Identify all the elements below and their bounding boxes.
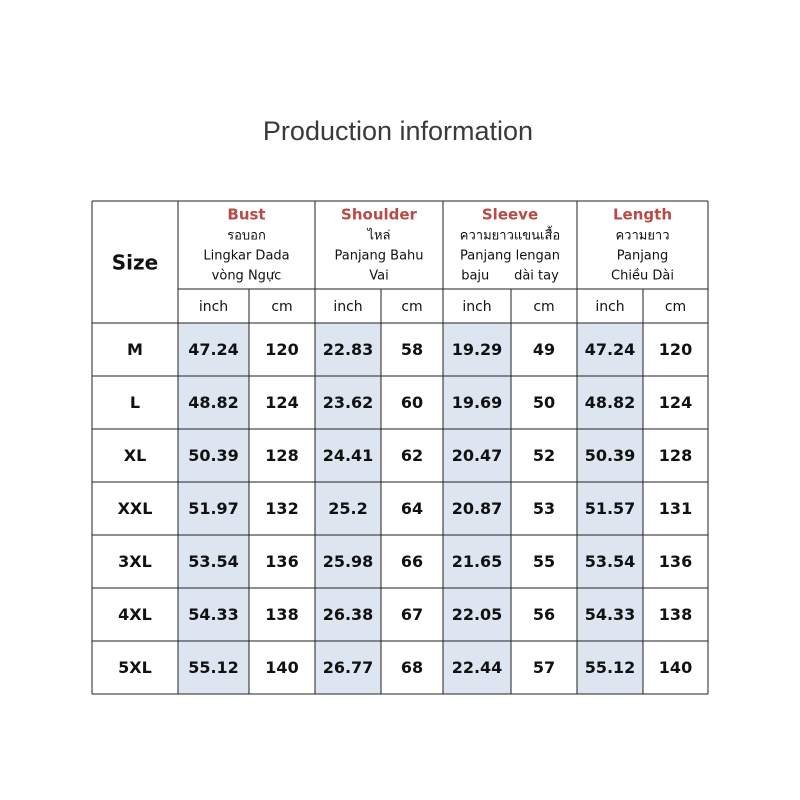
- size-cell: 5XL: [118, 658, 152, 677]
- value-cell: 50.39: [188, 446, 239, 465]
- cm-column-bg: [178, 323, 249, 694]
- group-subtitle: ความยาว: [615, 229, 669, 244]
- value-cell: 53: [533, 499, 555, 518]
- value-cell: 68: [401, 658, 423, 677]
- value-cell: 53.54: [585, 552, 636, 571]
- cm-column-bg: [315, 323, 381, 694]
- value-cell: 26.38: [323, 605, 374, 624]
- size-cell: XL: [124, 446, 147, 465]
- value-cell: 54.33: [188, 605, 239, 624]
- value-cell: 67: [401, 605, 423, 624]
- size-cell: L: [130, 393, 140, 412]
- group-subtitle: Panjang lengan: [460, 249, 560, 264]
- value-cell: 138: [659, 605, 692, 624]
- size-header: Size: [112, 251, 158, 275]
- group-subtitle: ไหล่: [366, 228, 390, 244]
- cm-column-bg: [577, 323, 643, 694]
- group-subtitle: Vai: [369, 269, 388, 284]
- value-cell: 24.41: [323, 446, 374, 465]
- group-name: Shoulder: [341, 206, 418, 224]
- group-subtitle: baju dài tay: [461, 269, 559, 284]
- value-cell: 60: [401, 393, 423, 412]
- group-name: Bust: [227, 206, 265, 224]
- value-cell: 50.39: [585, 446, 636, 465]
- value-cell: 55: [533, 552, 555, 571]
- value-cell: 25.98: [323, 552, 374, 571]
- value-cell: 57: [533, 658, 555, 677]
- value-cell: 52: [533, 446, 555, 465]
- value-cell: 50: [533, 393, 555, 412]
- group-subtitle: Chiều Dài: [611, 269, 674, 284]
- value-cell: 26.77: [323, 658, 374, 677]
- unit-label: inch: [462, 299, 491, 315]
- value-cell: 22.44: [452, 658, 503, 677]
- value-cell: 49: [533, 340, 555, 359]
- size-cell: XXL: [118, 499, 153, 518]
- group-subtitle: Panjang Bahu: [334, 249, 423, 264]
- group-subtitle: Lingkar Dada: [203, 249, 289, 264]
- group-subtitle: Panjang: [617, 249, 669, 264]
- value-cell: 53.54: [188, 552, 239, 571]
- unit-label: cm: [533, 299, 554, 315]
- value-cell: 51.97: [188, 499, 239, 518]
- value-cell: 136: [659, 552, 692, 571]
- value-cell: 20.87: [452, 499, 503, 518]
- value-cell: 21.65: [452, 552, 503, 571]
- value-cell: 19.69: [452, 393, 503, 412]
- value-cell: 48.82: [585, 393, 636, 412]
- value-cell: 128: [265, 446, 298, 465]
- value-cell: 124: [265, 393, 298, 412]
- value-cell: 64: [401, 499, 423, 518]
- value-cell: 136: [265, 552, 298, 571]
- value-cell: 23.62: [323, 393, 374, 412]
- value-cell: 54.33: [585, 605, 636, 624]
- value-cell: 62: [401, 446, 423, 465]
- group-name: Length: [613, 206, 672, 224]
- group-name: Sleeve: [482, 206, 538, 224]
- size-cell: M: [127, 340, 143, 359]
- value-cell: 55.12: [585, 658, 636, 677]
- group-subtitle: ความยาวแขนเสื้อ: [460, 226, 560, 244]
- unit-label: inch: [199, 299, 228, 315]
- value-cell: 132: [265, 499, 298, 518]
- value-cell: 22.05: [452, 605, 503, 624]
- value-cell: 25.2: [328, 499, 367, 518]
- value-cell: 140: [265, 658, 298, 677]
- value-cell: 51.57: [585, 499, 636, 518]
- value-cell: 47.24: [188, 340, 239, 359]
- group-subtitle: รอบอก: [227, 229, 266, 244]
- value-cell: 20.47: [452, 446, 503, 465]
- size-cell: 4XL: [118, 605, 152, 624]
- value-cell: 120: [659, 340, 692, 359]
- page-title: Production information: [263, 116, 533, 146]
- value-cell: 48.82: [188, 393, 239, 412]
- value-cell: 66: [401, 552, 423, 571]
- value-cell: 128: [659, 446, 692, 465]
- size-cell: 3XL: [118, 552, 152, 571]
- value-cell: 56: [533, 605, 555, 624]
- value-cell: 131: [659, 499, 692, 518]
- value-cell: 124: [659, 393, 692, 412]
- cm-column-bg: [443, 323, 511, 694]
- value-cell: 19.29: [452, 340, 503, 359]
- value-cell: 47.24: [585, 340, 636, 359]
- value-cell: 55.12: [188, 658, 239, 677]
- unit-label: cm: [665, 299, 686, 315]
- value-cell: 138: [265, 605, 298, 624]
- unit-label: cm: [401, 299, 422, 315]
- value-cell: 140: [659, 658, 692, 677]
- value-cell: 22.83: [323, 340, 374, 359]
- unit-label: cm: [271, 299, 292, 315]
- unit-label: inch: [595, 299, 624, 315]
- unit-label: inch: [333, 299, 362, 315]
- group-subtitle: vòng Ngực: [212, 269, 282, 284]
- value-cell: 120: [265, 340, 298, 359]
- value-cell: 58: [401, 340, 423, 359]
